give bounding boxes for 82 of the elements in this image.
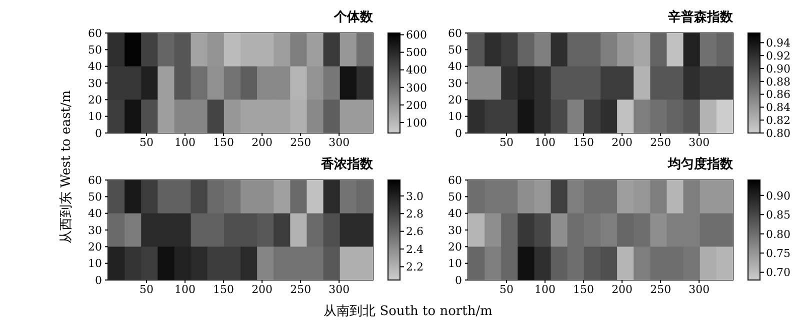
x-tick-label: 250: [290, 282, 312, 296]
y-tick-label: 0: [455, 126, 462, 140]
color-bar-label: 0.94: [766, 36, 790, 50]
y-tick-label: 50: [448, 190, 462, 204]
y-tick-label: 30: [88, 76, 102, 90]
y-tick-label: 0: [455, 274, 462, 287]
chart-title: 均匀度指数: [666, 156, 733, 174]
color-bar-label: 0.92: [766, 49, 790, 62]
color-bar-label: 0.85: [766, 208, 790, 222]
y-tick-label: 30: [88, 224, 102, 237]
chart-title: 辛普森指数: [667, 8, 733, 27]
x-tick-label: 150: [573, 136, 594, 149]
x-tick-label: 100: [174, 282, 196, 296]
y-tick-label: 50: [448, 44, 462, 57]
x-tick-label: 300: [328, 282, 350, 296]
color-bar-label: 0.82: [766, 114, 790, 127]
x-tick-label: 150: [213, 282, 234, 296]
color-bar-label: 0.75: [766, 246, 790, 260]
color-bar-label: 500: [406, 46, 427, 60]
y-tick-label: 0: [95, 274, 102, 287]
y-tick-label: 20: [448, 94, 462, 107]
color-bar-label: 2.4: [406, 242, 424, 256]
x-tick-label: 100: [174, 136, 196, 149]
y-tick-label: 30: [448, 224, 462, 237]
y-tick-label: 10: [448, 110, 462, 124]
color-bar-label: 0.88: [766, 75, 790, 88]
y-tick-label: 40: [448, 60, 462, 74]
y-tick-label: 60: [448, 174, 462, 187]
y-tick-label: 10: [88, 110, 102, 124]
x-tick-label: 150: [213, 136, 234, 149]
x-tick-label: 300: [688, 136, 710, 149]
x-tick-label: 200: [612, 136, 633, 149]
color-bar-label: 3.0: [406, 190, 424, 203]
y-tick-label: 10: [448, 257, 462, 270]
color-bar-label: 0.80: [766, 228, 790, 241]
color-bar-label: 0.90: [766, 189, 790, 202]
chart-title: 香浓指数: [320, 156, 373, 174]
color-bar-label: 200: [406, 98, 427, 112]
y-tick-label: 60: [88, 26, 102, 40]
x-tick-label: 150: [573, 282, 594, 296]
y-tick-label: 60: [88, 174, 102, 187]
color-bar-label: 2.6: [406, 225, 424, 238]
color-bar-label: 0.86: [766, 88, 790, 102]
y-tick-label: 60: [448, 26, 462, 40]
x-tick-label: 50: [140, 282, 154, 296]
x-tick-label: 100: [534, 136, 556, 149]
chart-title: 个体数: [333, 9, 373, 27]
y-tick-label: 30: [448, 76, 462, 90]
y-tick-label: 40: [88, 207, 102, 220]
y-tick-label: 40: [448, 207, 462, 220]
y-tick-label: 10: [88, 257, 102, 270]
x-tick-label: 250: [650, 282, 672, 296]
y-tick-label: 50: [88, 44, 102, 57]
color-bar-label: 0.70: [766, 266, 790, 280]
y-axis-title: 从西到东 West to east/m: [58, 89, 75, 246]
y-tick-label: 0: [95, 126, 102, 140]
x-tick-label: 250: [650, 136, 672, 149]
color-bar-label: 100: [406, 116, 427, 130]
x-tick-label: 50: [500, 282, 514, 296]
color-bar-label: 2.8: [406, 208, 424, 221]
color-bar-label: 400: [406, 64, 427, 77]
x-tick-label: 300: [688, 282, 710, 296]
color-bar-label: 300: [406, 81, 427, 94]
color-bar-label: 0.90: [766, 62, 790, 76]
y-tick-label: 20: [448, 240, 462, 254]
color-bar-label: 600: [406, 28, 427, 42]
x-tick-label: 200: [252, 282, 273, 296]
x-tick-label: 300: [328, 136, 350, 149]
y-tick-label: 50: [88, 190, 102, 204]
y-tick-label: 40: [88, 60, 102, 74]
x-tick-label: 250: [290, 136, 312, 149]
y-tick-label: 20: [88, 240, 102, 254]
x-tick-label: 200: [612, 282, 633, 296]
color-bar-label: 2.2: [406, 260, 424, 274]
x-tick-label: 50: [500, 136, 514, 149]
x-axis-title: 从南到北 South to north/m: [322, 303, 494, 320]
x-tick-label: 50: [140, 136, 154, 149]
color-bar-label: 0.84: [766, 101, 790, 114]
color-bar-label: 0.80: [766, 126, 790, 140]
x-tick-label: 100: [534, 282, 556, 296]
x-tick-label: 200: [252, 136, 273, 149]
y-tick-label: 20: [88, 94, 102, 107]
